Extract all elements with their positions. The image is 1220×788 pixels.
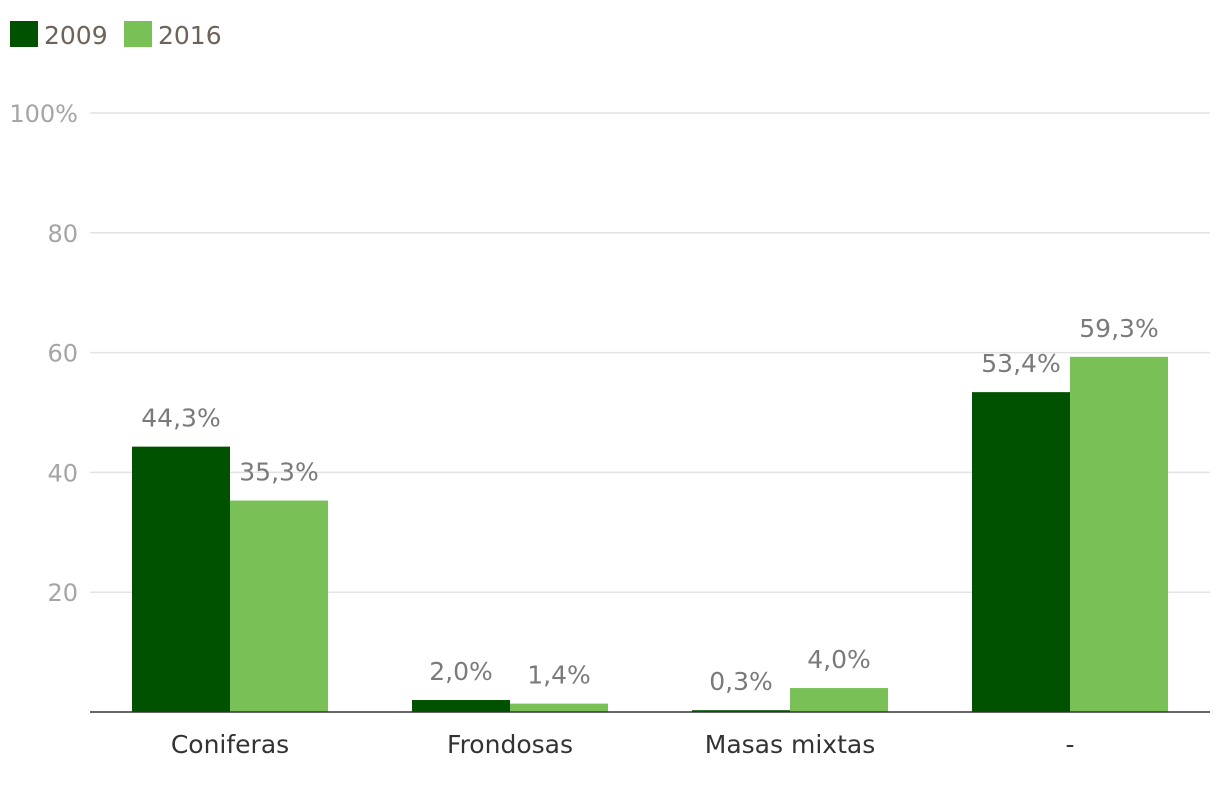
y-tick-label: 40 (47, 459, 78, 487)
x-category-label: - (1065, 730, 1074, 759)
legend-label-2009: 2009 (44, 21, 108, 50)
x-category-label: Coniferas (171, 730, 289, 759)
legend: 2009 2016 (10, 21, 222, 50)
data-label-2016-3: 59,3% (1079, 314, 1158, 343)
legend-swatch-2016 (124, 21, 152, 47)
data-label-2009-1: 2,0% (429, 657, 493, 686)
data-label-2016-2: 4,0% (807, 645, 871, 674)
bar-2009-2 (692, 710, 790, 712)
legend-label-2016: 2016 (158, 21, 222, 50)
bar-2009-3 (972, 392, 1070, 712)
bar-2009-1 (412, 700, 510, 712)
x-category-label: Frondosas (447, 730, 573, 759)
data-label-2016-1: 1,4% (527, 661, 591, 690)
bar-2016-1 (510, 703, 608, 712)
bar-2016-3 (1070, 356, 1168, 712)
y-tick-label: 80 (47, 220, 78, 248)
data-label-2016-0: 35,3% (239, 458, 318, 487)
x-category-label: Masas mixtas (705, 730, 875, 759)
data-label-2009-0: 44,3% (141, 404, 220, 433)
y-tick-label: 20 (47, 579, 78, 607)
y-tick-label: 100% (9, 100, 78, 128)
bar-2016-0 (230, 500, 328, 712)
x-axis-categories: Coniferas Frondosas Masas mixtas - (171, 730, 1075, 759)
y-axis-ticks: 20 40 60 80 100% (9, 100, 78, 607)
data-label-2009-2: 0,3% (709, 667, 773, 696)
bars (132, 356, 1168, 712)
legend-swatch-2009 (10, 21, 38, 47)
data-labels: 44,3% 35,3% 2,0% 1,4% 0,3% 4,0% 53,4% 59,3% (141, 314, 1158, 696)
data-label-2009-3: 53,4% (981, 349, 1060, 378)
bar-2009-0 (132, 446, 230, 712)
bar-2016-2 (790, 688, 888, 712)
y-tick-label: 60 (47, 340, 78, 368)
